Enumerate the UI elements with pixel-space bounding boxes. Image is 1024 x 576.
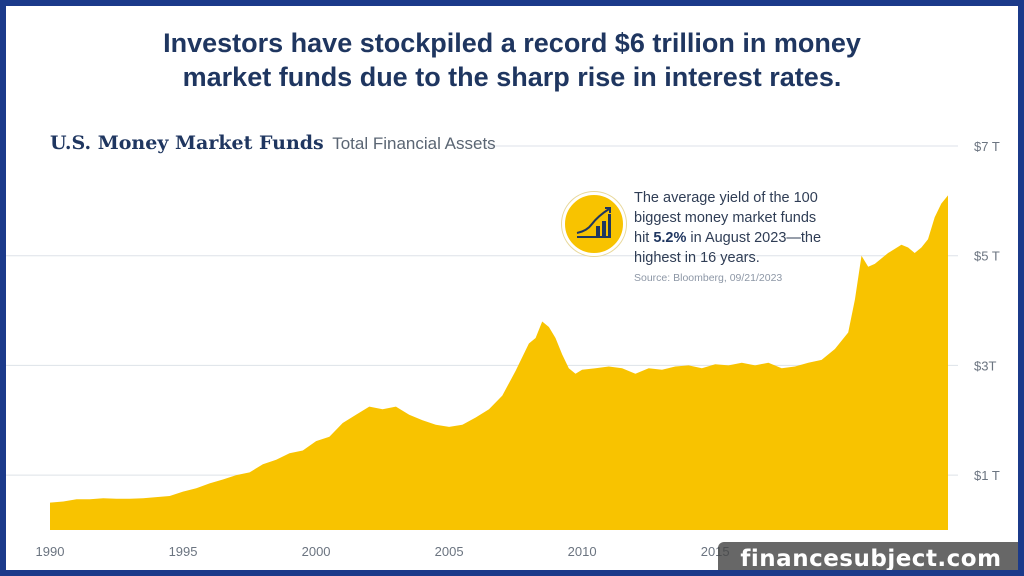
x-tick-label: 2010 [568,544,597,559]
area-chart: $1 T$3T$5 T$7 T 1990 1995 2000 2005 2010 2015 [6,139,1000,559]
callout-text-after: in August 2023—the highest in 16 years. [634,230,822,266]
y-tick-label: $3T [974,358,996,373]
x-tick-label: 2000 [302,544,331,559]
y-tick-label: $1 T [974,468,1000,483]
x-axis-ticks: 1990 1995 2000 2005 2010 2015 [36,544,730,559]
x-tick-label: 1990 [36,544,65,559]
callout-source: Source: Bloomberg, 09/21/2023 [634,272,783,284]
y-tick-label: $5 T [974,249,1000,264]
chart-title: U.S. Money Market Funds Total Financial … [50,132,496,154]
headline: Investors have stockpiled a record $6 tr… [6,26,1018,94]
growth-chart-icon [562,192,626,256]
callout-highlight: 5.2% [653,230,687,246]
y-tick-label: $7 T [974,139,1000,154]
headline-line-2: market funds due to the sharp rise in in… [182,62,842,92]
watermark: financesubject.com [718,542,1018,570]
y-axis-ticks: $1 T $3T $5 T $7 T [974,139,1000,483]
x-tick-label: 2005 [435,544,464,559]
headline-line-1: Investors have stockpiled a record $6 tr… [163,28,861,58]
x-tick-label: 1995 [169,544,198,559]
money-market-assets-area [50,195,948,530]
callout-text-before: The average yield of the 100 biggest mon… [634,190,818,246]
infographic-frame: Investors have stockpiled a record $6 tr… [6,6,1018,570]
callout-text: The average yield of the 100 biggest mon… [634,188,834,268]
chart-title-main: U.S. Money Market Funds [50,132,324,154]
chart-title-sub: Total Financial Assets [332,134,496,153]
